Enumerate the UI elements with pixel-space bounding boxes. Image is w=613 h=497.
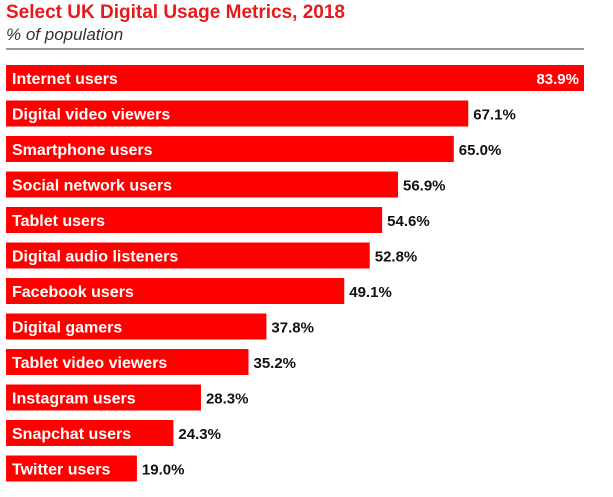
category-label: Snapchat users <box>12 426 131 443</box>
bar-4 <box>6 207 383 233</box>
bar-10 <box>6 420 174 446</box>
bar-2 <box>6 136 454 162</box>
category-label: Digital gamers <box>12 320 122 337</box>
category-label: Smartphone users <box>12 142 153 159</box>
bar-0 <box>6 65 584 91</box>
value-label: 54.6% <box>387 213 430 230</box>
value-label: 49.1% <box>349 284 392 301</box>
value-label: 83.9% <box>536 71 579 88</box>
category-label: Social network users <box>12 178 172 195</box>
value-label: 52.8% <box>375 249 418 266</box>
value-label: 56.9% <box>403 178 446 195</box>
bar-7 <box>6 313 267 340</box>
category-label: Digital audio listeners <box>12 249 178 266</box>
bar-6 <box>6 278 345 304</box>
category-label: Digital video viewers <box>12 107 170 124</box>
value-label: 24.3% <box>178 426 221 443</box>
chart-title: Select UK Digital Usage Metrics, 2018 <box>6 2 345 23</box>
bar-11 <box>6 455 137 482</box>
category-label: Internet users <box>12 71 118 88</box>
bar-5 <box>6 242 370 269</box>
value-label: 37.8% <box>271 320 314 337</box>
category-label: Twitter users <box>12 462 111 479</box>
value-label: 28.3% <box>206 391 249 408</box>
category-label: Tablet video viewers <box>12 355 167 372</box>
bar-8 <box>6 349 249 375</box>
category-label: Tablet users <box>12 213 105 230</box>
chart-subtitle: % of population <box>6 25 124 44</box>
bar-9 <box>6 384 201 411</box>
category-label: Facebook users <box>12 284 134 301</box>
value-label: 67.1% <box>473 107 516 124</box>
header-divider <box>6 48 584 50</box>
value-label: 35.2% <box>253 355 296 372</box>
value-label: 19.0% <box>142 462 185 479</box>
bar-1 <box>6 100 469 127</box>
bar-3 <box>6 171 398 198</box>
category-label: Instagram users <box>12 391 136 408</box>
value-label: 65.0% <box>459 142 502 159</box>
